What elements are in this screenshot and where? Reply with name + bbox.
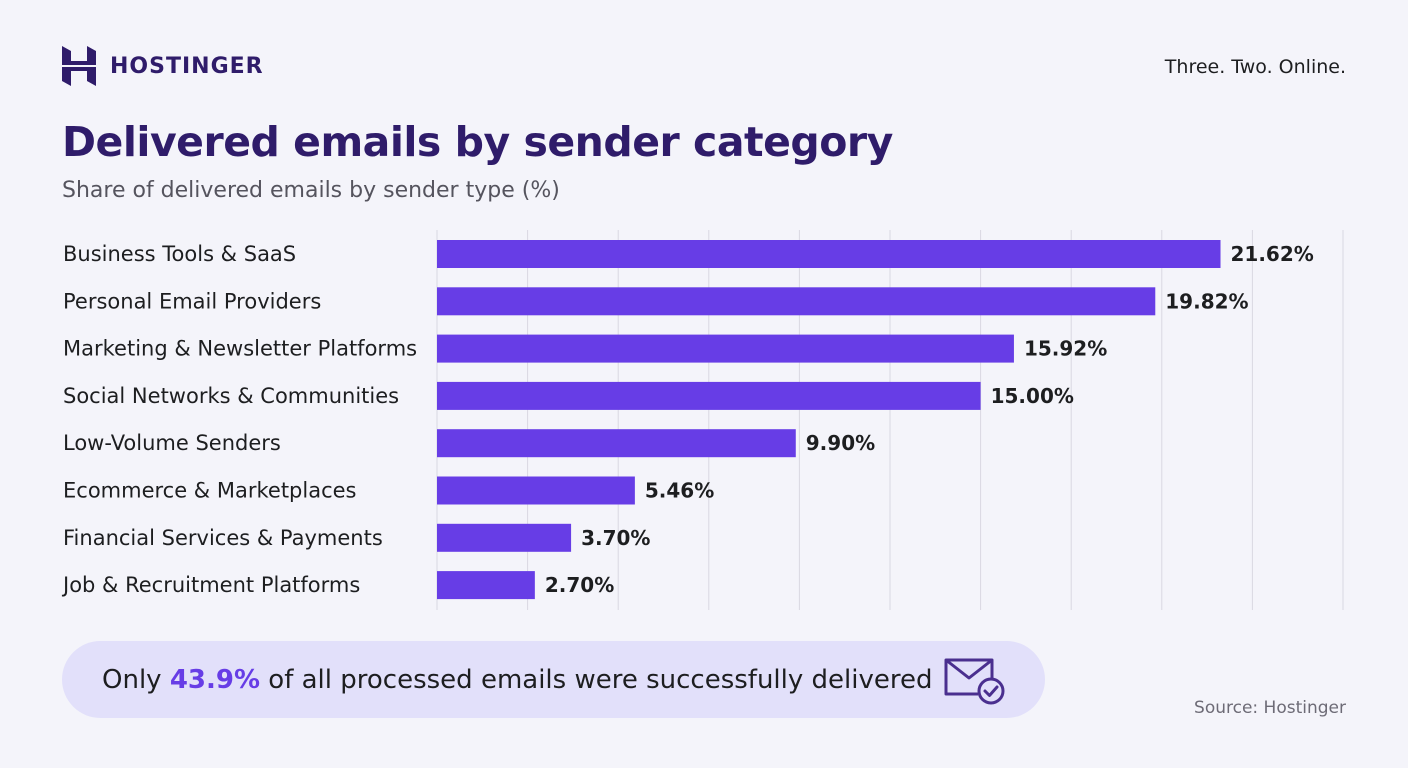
category-label: Personal Email Providers [63, 289, 321, 313]
category-label: Financial Services & Payments [63, 526, 383, 550]
data-label: 15.92% [1024, 337, 1107, 361]
bar-chart: Business Tools & SaaS 21.62% Personal Emai… [61, 230, 1344, 610]
bar [437, 429, 796, 458]
category-label: Business Tools & SaaS [63, 242, 296, 266]
bar [437, 287, 1156, 316]
bar [437, 240, 1221, 268]
category-label: Social Networks & Communities [63, 384, 399, 408]
category-label: Ecommerce & Marketplaces [63, 479, 357, 503]
source-note: Source: Hostinger [1194, 698, 1346, 718]
chart-subtitle: Share of delivered emails by sender type… [62, 178, 560, 203]
logo: HOSTINGER [62, 46, 264, 86]
data-label: 3.70% [581, 526, 650, 550]
data-label: 19.82% [1165, 289, 1248, 313]
brand-name: HOSTINGER [110, 53, 264, 79]
data-label: 5.46% [645, 479, 714, 503]
data-label: 15.00% [991, 384, 1074, 408]
banner-highlight: 43.9% [169, 664, 261, 695]
bar [437, 476, 635, 505]
chart-title: Delivered emails by sender category [62, 118, 893, 166]
bar [437, 571, 535, 600]
hostinger-logo-icon [62, 46, 96, 86]
banner-suffix: of all processed emails were successfull… [260, 664, 933, 695]
category-label: Job & Recruitment Platforms [61, 573, 360, 597]
data-label: 2.70% [545, 573, 614, 597]
mail-check-icon [944, 658, 1005, 705]
bar [437, 334, 1014, 363]
banner-prefix: Only [102, 664, 170, 695]
banner-text: Only 43.9% of all processed emails were … [102, 665, 932, 695]
tagline: Three. Two. Online. [1164, 56, 1346, 78]
data-label: 21.62% [1231, 242, 1314, 266]
data-label: 9.90% [806, 431, 875, 455]
bar [437, 523, 572, 552]
summary-banner: Only 43.9% of all processed emails were … [62, 641, 1045, 718]
category-label: Low-Volume Senders [63, 431, 281, 455]
category-label: Marketing & Newsletter Platforms [63, 337, 417, 361]
bar [437, 381, 981, 410]
